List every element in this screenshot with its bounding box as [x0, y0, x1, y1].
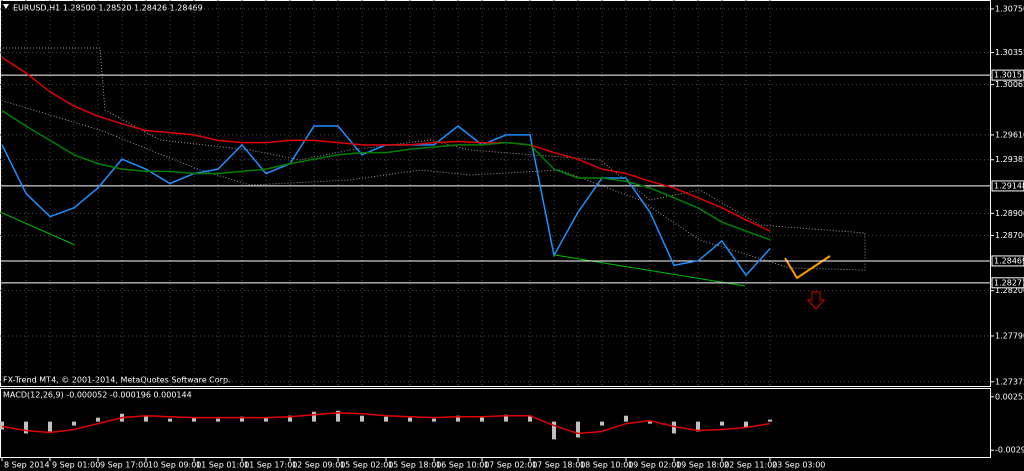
level-label-box: [991, 255, 1024, 267]
x-tick-label: 16 Sep 10:00: [436, 461, 489, 470]
histogram-bar: [480, 416, 484, 422]
histogram-bar: [288, 415, 292, 422]
x-tick-label: 15 Sep 02:00: [340, 461, 393, 470]
histogram-bar: [696, 421, 700, 432]
histogram-bar: [0, 421, 4, 430]
level-label: 1.29148: [994, 181, 1024, 190]
x-tick-label: 9 Sep 01:00: [52, 461, 100, 470]
x-tick-label: 17 Sep 02:00: [484, 461, 537, 470]
histogram-bar: [216, 418, 220, 422]
level-label-box: [991, 277, 1024, 289]
x-tick-label: 9 Sep 17:00: [100, 461, 148, 470]
macd-title: MACD(12,26,9) -0.000052 -0.000196 0.0001…: [3, 391, 192, 400]
chart-title: EURUSD,H1 1.28500 1.28520 1.28426 1.2846…: [13, 4, 203, 13]
y-tick-label: 1.30750: [995, 4, 1024, 13]
histogram-bar: [312, 411, 316, 422]
level-label-box: [991, 180, 1024, 192]
histogram-bar: [240, 416, 244, 422]
histogram-bar: [624, 415, 628, 422]
y-tick-label: 1.28700: [995, 231, 1024, 240]
y-tick-label: 1.29610: [995, 130, 1024, 139]
series-line: [1, 411, 771, 435]
menu-triangle: [3, 4, 9, 9]
down-arrow: [806, 291, 826, 310]
x-tick-label: 11 Sep 01:00: [196, 461, 249, 470]
series-line: [1, 109, 771, 241]
y-tick-label: 1.30065: [995, 80, 1024, 89]
ichimoku-cloud: [0, 47, 866, 271]
projection-zigzag: [784, 255, 831, 280]
x-tick-label: 19 Sep 02:00: [628, 461, 681, 470]
x-tick-label: 22 Sep 11:00: [724, 461, 777, 470]
x-tick-label: 12 Sep 09:00: [292, 461, 345, 470]
y-tick-label: 0.00252: [995, 392, 1024, 401]
y-tick-label: 1.29385: [995, 155, 1024, 164]
trend-line: [0, 211, 76, 246]
y-tick-label: 1.28900: [995, 209, 1024, 218]
x-tick-label: 10 Sep 09:00: [148, 461, 201, 470]
histogram-bar: [768, 419, 772, 422]
histogram-bar: [432, 418, 436, 422]
x-tick-label: 15 Sep 18:00: [388, 461, 441, 470]
histogram-bar: [552, 421, 556, 440]
x-tick-label: 23 Sep 03:00: [772, 461, 825, 470]
histogram-bar: [648, 421, 652, 424]
histogram-bar: [336, 410, 340, 422]
level-label-box: [991, 69, 1024, 81]
footer: FX-Trend MT4, © 2001-2014, MetaQuotes So…: [3, 376, 231, 385]
histogram-bar: [96, 417, 100, 422]
level-label: 1.30151: [994, 71, 1024, 80]
x-tick-label: 8 Sep 2014: [4, 461, 50, 470]
series-line: [1, 56, 771, 232]
histogram-bar: [528, 415, 532, 422]
histogram-bar: [24, 421, 28, 434]
histogram-bar: [504, 414, 508, 422]
main-window-frame: [0, 0, 991, 387]
level-label: 1.28469: [994, 256, 1024, 265]
histogram-bar: [192, 417, 196, 422]
histogram-bar: [408, 417, 412, 422]
y-tick-label: 1.30355: [995, 48, 1024, 57]
level-label: 1.28271: [994, 278, 1024, 287]
histogram-bar: [360, 415, 364, 422]
y-tick-label: -0.00290: [995, 446, 1024, 455]
y-tick-label: 1.27790: [995, 331, 1024, 340]
histogram-bar: [72, 421, 76, 426]
histogram-bar: [144, 415, 148, 422]
histogram-bar: [168, 418, 172, 422]
y-tick-label: 1.27375: [995, 377, 1024, 386]
x-tick-label: 11 Sep 17:00: [244, 461, 297, 470]
histogram-bar: [720, 421, 724, 426]
histogram-bar: [744, 421, 748, 428]
histogram-bar: [600, 421, 604, 426]
trend-line: [554, 254, 746, 287]
histogram-bar: [264, 417, 268, 422]
histogram-bar: [576, 421, 580, 438]
histogram-bar: [48, 421, 52, 432]
histogram-bar: [384, 416, 388, 422]
x-tick-label: 18 Sep 10:00: [580, 461, 633, 470]
y-tick-label: 1.28200: [995, 286, 1024, 295]
histogram-bar: [672, 421, 676, 434]
histogram-bar: [456, 415, 460, 422]
x-tick-label: 17 Sep 18:00: [532, 461, 585, 470]
x-tick-label: 19 Sep 18:00: [676, 461, 729, 470]
